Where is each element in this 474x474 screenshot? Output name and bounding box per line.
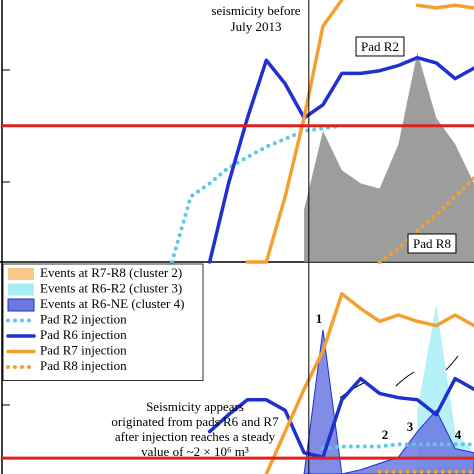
annotation: Seismicity appears — [146, 399, 244, 414]
arrow — [395, 371, 415, 387]
annotation: originated from pads R6 and R7 — [111, 414, 279, 429]
series-line — [169, 123, 344, 264]
annotation: seismicity before — [211, 3, 300, 18]
series-line — [377, 176, 474, 264]
legend-label: Events at R6-R2 (cluster 3) — [40, 280, 182, 295]
label-box — [407, 233, 457, 254]
series-line — [207, 376, 474, 459]
annotation: value of ~2 × 10⁶ m³ — [141, 444, 249, 459]
series-line — [264, 292, 474, 474]
annotation: 4 — [455, 427, 462, 442]
annotation: 2 — [382, 427, 389, 442]
annotation: after injection reaches a steady — [115, 429, 276, 444]
legend-box — [2, 263, 204, 381]
annotation: Pad R2 — [361, 39, 399, 54]
annotation: 3 — [407, 419, 414, 434]
legend-label: Pad R6 injection — [40, 327, 127, 342]
series-line — [207, 55, 474, 264]
legend-label: Pad R8 injection — [40, 358, 127, 373]
annotation: Pad R8 — [413, 236, 451, 251]
annotation: 1 — [316, 311, 323, 326]
legend-swatch — [8, 268, 34, 280]
legend-label: Pad R2 injection — [40, 311, 127, 326]
series-line — [415, 3, 474, 10]
area — [304, 52, 474, 263]
legend-swatch — [7, 298, 35, 312]
panel — [2, 262, 474, 474]
label-box — [355, 36, 405, 57]
legend-label: Pad R7 injection — [40, 342, 127, 357]
series-line — [245, 0, 344, 264]
legend-label: Events at R6-NE (cluster 4) — [40, 296, 184, 311]
arrow — [445, 355, 459, 371]
legend-swatch — [8, 283, 34, 296]
panel — [2, 0, 474, 264]
series-line — [320, 442, 474, 451]
annotation: July 2013 — [231, 19, 282, 34]
legend-label: Events at R7-R8 (cluster 2) — [40, 265, 182, 280]
